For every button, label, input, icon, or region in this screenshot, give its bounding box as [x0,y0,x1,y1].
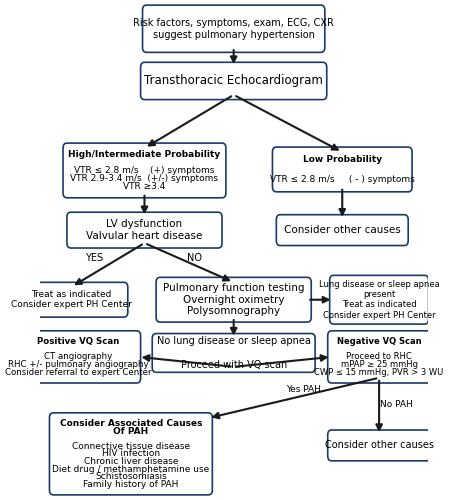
FancyBboxPatch shape [67,212,222,248]
Text: Diet drug / methamphetamine use: Diet drug / methamphetamine use [52,464,210,473]
Text: No lung disease or sleep apnea

Proceed with VQ scan: No lung disease or sleep apnea Proceed w… [157,336,310,370]
Text: VTR ≤ 2.8 m/s     ( - ) symptoms: VTR ≤ 2.8 m/s ( - ) symptoms [270,175,414,184]
Text: Transthoracic Echocardiogram: Transthoracic Echocardiogram [144,74,323,88]
FancyBboxPatch shape [63,143,226,198]
Text: Schistosomiasis: Schistosomiasis [95,472,167,481]
Text: Consider other causes: Consider other causes [324,440,434,450]
Text: Chronic liver disease: Chronic liver disease [84,457,178,466]
Text: mPAP ≥ 25 mmHg: mPAP ≥ 25 mmHg [341,360,418,369]
FancyBboxPatch shape [330,276,428,324]
Text: No PAH: No PAH [380,400,413,408]
FancyBboxPatch shape [328,430,431,461]
FancyBboxPatch shape [152,334,315,372]
Text: Proceed to RHC: Proceed to RHC [346,352,412,362]
Text: Treat as indicated
Consider expert PH Center: Treat as indicated Consider expert PH Ce… [11,290,132,310]
Text: LV dysfunction
Valvular heart disease: LV dysfunction Valvular heart disease [86,220,202,241]
Text: Low Probability: Low Probability [303,155,382,164]
Text: Consider other causes: Consider other causes [284,225,400,235]
Text: Positive VQ Scan: Positive VQ Scan [37,337,120,346]
Text: Connective tissue disease: Connective tissue disease [72,442,190,451]
Text: VTR ≤ 2.8 m/s    (+) symptoms: VTR ≤ 2.8 m/s (+) symptoms [74,166,215,175]
Text: YES: YES [85,253,103,263]
FancyBboxPatch shape [17,331,140,383]
Text: CT angiography: CT angiography [45,352,112,362]
Text: High/Intermediate Probability: High/Intermediate Probability [68,150,220,158]
Text: Pulmonary function testing
Overnight oximetry
Polysomnography: Pulmonary function testing Overnight oxi… [163,283,304,316]
Text: NO: NO [187,253,202,263]
Text: VTR ≥3.4: VTR ≥3.4 [123,182,166,191]
Text: HIV infection: HIV infection [102,450,160,458]
Text: Consider referral to expert Center: Consider referral to expert Center [5,368,152,377]
FancyBboxPatch shape [50,413,212,495]
FancyBboxPatch shape [156,278,311,322]
Text: Lung disease or sleep apnea
present
Treat as indicated
Consider expert PH Center: Lung disease or sleep apnea present Trea… [319,280,440,320]
FancyBboxPatch shape [143,5,325,52]
FancyBboxPatch shape [276,214,408,246]
FancyBboxPatch shape [272,147,412,192]
Text: Family history of PAH: Family history of PAH [83,480,179,488]
FancyBboxPatch shape [140,62,327,100]
Text: VTR 2.9-3.4 m/s  (+/-) symptoms: VTR 2.9-3.4 m/s (+/-) symptoms [71,174,218,183]
Text: Yes PAH: Yes PAH [286,384,321,394]
FancyBboxPatch shape [15,282,128,317]
Text: Risk factors, symptoms, exam, ECG, CXR
suggest pulmonary hypertension: Risk factors, symptoms, exam, ECG, CXR s… [133,18,334,40]
Text: Consider Associated Causes: Consider Associated Causes [60,419,202,428]
Text: CWP ≤ 15 mmHg, PVR > 3 WU: CWP ≤ 15 mmHg, PVR > 3 WU [315,368,444,377]
Text: Of PAH: Of PAH [113,426,148,436]
FancyBboxPatch shape [328,331,431,383]
Text: Negative VQ Scan: Negative VQ Scan [337,337,421,346]
Text: RHC +/- pulmonary angiography: RHC +/- pulmonary angiography [8,360,149,369]
